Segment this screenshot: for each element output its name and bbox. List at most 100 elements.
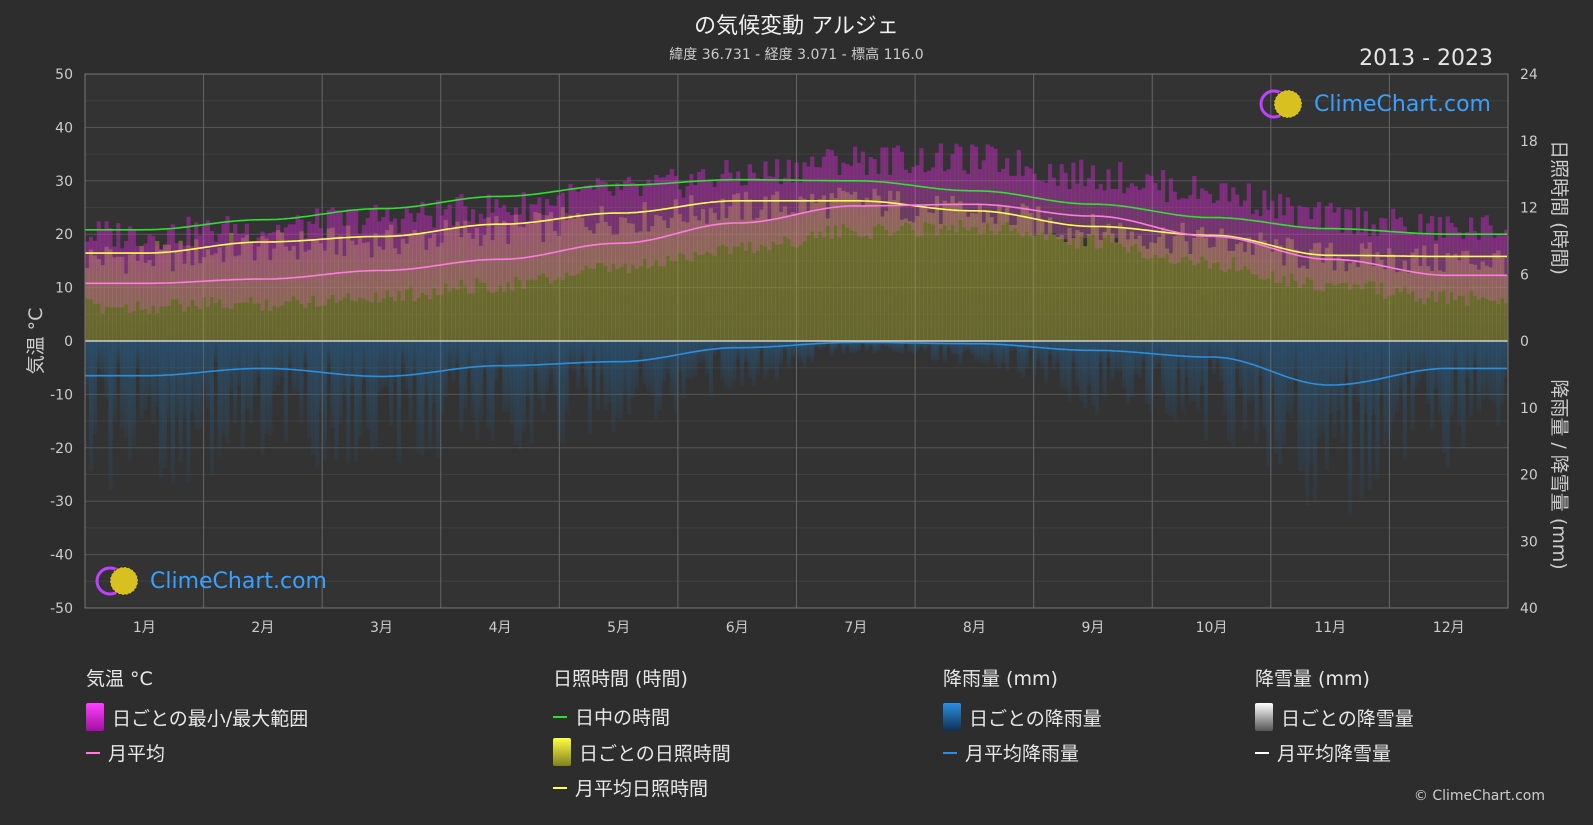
sunshine-bar <box>876 195 881 341</box>
rain-bar <box>478 341 483 420</box>
rain-bar <box>638 341 643 361</box>
rain-bar <box>174 341 179 418</box>
rain-bar <box>1274 341 1279 454</box>
sunshine-bar <box>1168 253 1174 341</box>
temp-range-bar <box>1328 202 1333 284</box>
line-swatch-icon <box>943 751 957 754</box>
logo-bottom[interactable]: ClimeChart.com <box>94 565 327 597</box>
rain-bar <box>221 341 226 435</box>
temp-range-bar <box>1020 175 1025 237</box>
temp-range-bar <box>1114 189 1119 239</box>
rain-bar <box>572 341 577 372</box>
temp-range-bar <box>1192 175 1197 266</box>
rain-bar <box>248 341 253 424</box>
temp-range-bar <box>502 205 507 293</box>
rain-bar <box>537 341 542 399</box>
sunshine-bar <box>1238 242 1244 341</box>
sunshine-bar <box>825 218 830 341</box>
rain-bar <box>330 341 335 428</box>
rain-bar <box>1063 341 1068 389</box>
rain-bar <box>159 341 164 479</box>
rain-bar <box>1305 341 1310 507</box>
temp-range-bar <box>1457 232 1462 296</box>
temp-range-bar <box>728 172 733 254</box>
temp-range-bar <box>700 169 706 255</box>
sunshine-bar <box>564 220 569 341</box>
temp-range-bar <box>127 226 133 313</box>
logo-top[interactable]: ClimeChart.com <box>1258 88 1491 120</box>
rain-bar <box>1008 341 1014 352</box>
y-tick-label: -20 <box>50 441 73 457</box>
sunshine-bar <box>1418 265 1423 341</box>
temp-range-bar <box>1133 186 1138 244</box>
temp-range-bar <box>1262 190 1267 280</box>
temp-range-bar <box>646 179 651 269</box>
sunshine-bar <box>661 220 667 341</box>
temp-range-bar <box>537 197 542 276</box>
sunshine-bar <box>1149 242 1154 341</box>
temp-range-bar <box>1476 239 1482 300</box>
rain-bar <box>1071 341 1076 363</box>
temp-range-bar <box>209 231 214 298</box>
sunshine-bar <box>895 191 901 341</box>
sunshine-bar <box>607 225 612 341</box>
temp-range-bar <box>389 221 394 297</box>
rain-bar <box>1437 341 1443 416</box>
rain-bar <box>420 341 425 456</box>
temp-range-bar <box>334 210 339 303</box>
sunshine-bar <box>424 249 429 341</box>
temp-range-bar <box>685 186 690 260</box>
temp-range-bar <box>1465 232 1470 306</box>
temp-range-bar <box>252 243 257 304</box>
sunshine-bar <box>595 223 600 341</box>
rain-bar <box>817 341 823 351</box>
rain-bar <box>1215 341 1220 365</box>
rain-bar <box>911 341 916 355</box>
rain-bar <box>209 341 214 476</box>
sunshine-bar <box>591 233 597 341</box>
y3-tick-label: 10 <box>1520 401 1538 417</box>
rain-bar <box>1067 341 1072 402</box>
temp-range-bar <box>474 223 480 279</box>
rain-bar <box>564 341 569 412</box>
rain-bar <box>315 341 320 468</box>
sunshine-bar <box>1332 270 1337 341</box>
x-tick-label: 9月 <box>1081 620 1104 636</box>
rain-bar <box>556 341 561 442</box>
rain-bar <box>201 341 207 392</box>
legend-item: 月平均降雪量 <box>1255 739 1414 766</box>
temp-range-bar <box>790 182 795 247</box>
rain-bar <box>895 341 901 353</box>
rain-bar <box>416 341 421 454</box>
temp-range-bar <box>279 234 285 306</box>
sunshine-bar <box>123 273 129 341</box>
temp-range-bar <box>580 188 585 271</box>
sunshine-bar <box>1122 228 1127 341</box>
sunshine-bar <box>1001 214 1006 341</box>
sunshine-bar <box>1500 257 1505 341</box>
temp-range-bar <box>369 208 374 303</box>
rain-bar <box>451 341 456 382</box>
temp-range-bar <box>1161 169 1166 258</box>
sunshine-bar <box>1008 224 1014 341</box>
y-tick-label: 50 <box>55 67 73 83</box>
temp-range-bar <box>1441 237 1446 291</box>
rain-bar <box>272 341 277 391</box>
daylight-line <box>85 178 1507 235</box>
temp-range-bar <box>739 185 745 243</box>
sunshine-bar <box>1367 242 1372 341</box>
rain-bar <box>392 341 398 383</box>
temp-range-bar <box>1492 237 1497 301</box>
sunshine-bar <box>1090 213 1096 341</box>
chart-subtitle: 緯度 36.731 - 経度 3.071 - 標高 116.0 <box>669 47 924 63</box>
legend-label: 月平均降雨量 <box>965 743 1080 765</box>
temp-range-bar <box>541 214 546 274</box>
sunshine-bar <box>1125 239 1131 341</box>
temp-range-bar <box>237 233 242 303</box>
rain-bar <box>1005 341 1010 372</box>
rain-bar <box>424 341 429 394</box>
temp-range-bar <box>1258 216 1263 280</box>
sunshine-bar <box>728 206 733 341</box>
temp-range-bar <box>1047 164 1053 233</box>
temp-range-bar <box>143 243 148 309</box>
